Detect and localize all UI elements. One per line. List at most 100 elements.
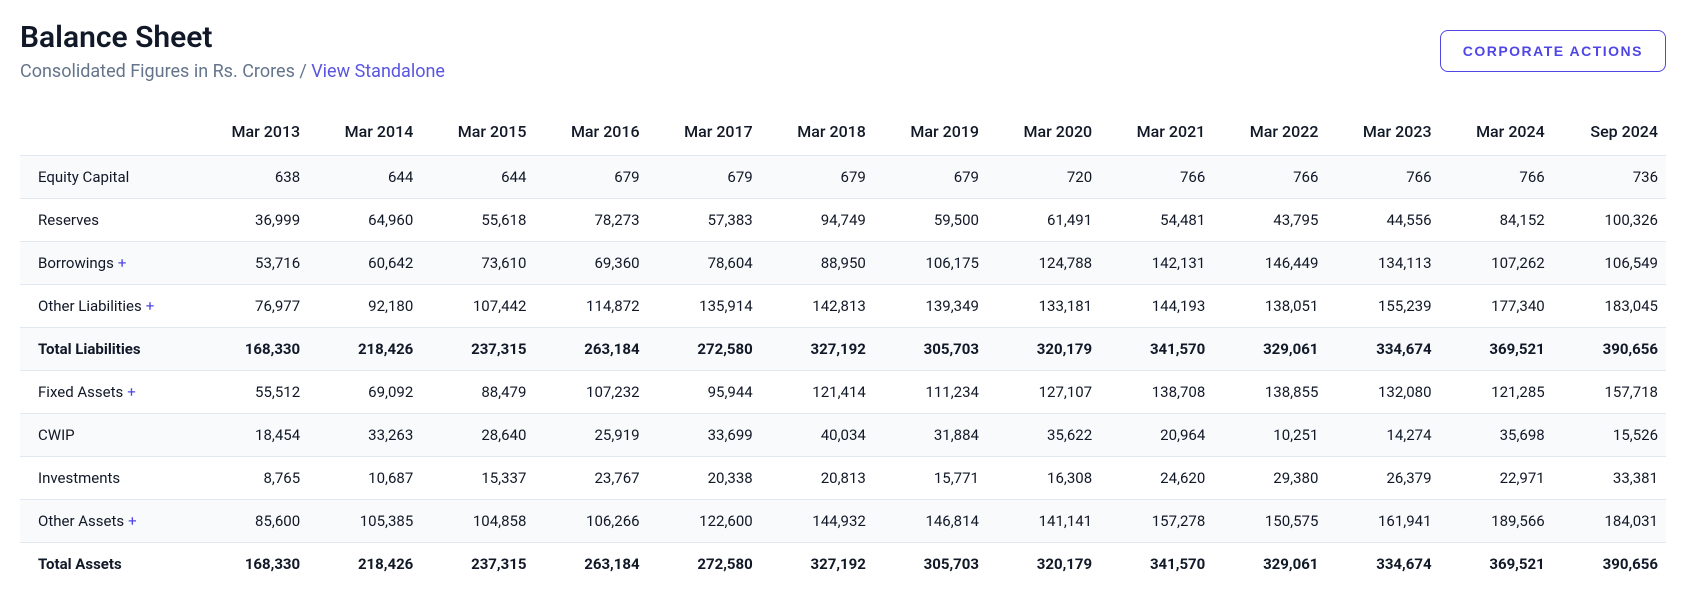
row-label-text: Reserves [38, 211, 99, 229]
row-label: Other Liabilities+ [20, 285, 195, 328]
cell-value: 127,107 [987, 371, 1100, 414]
cell-value: 85,600 [195, 500, 308, 543]
cell-value: 20,338 [648, 457, 761, 500]
cell-value: 10,687 [308, 457, 421, 500]
cell-value: 644 [308, 156, 421, 199]
cell-value: 84,152 [1440, 199, 1553, 242]
table-header-row: Mar 2013Mar 2014Mar 2015Mar 2016Mar 2017… [20, 108, 1666, 156]
cell-value: 237,315 [421, 328, 534, 371]
row-label-text: Other Assets [38, 512, 124, 530]
cell-value: 35,698 [1440, 414, 1553, 457]
cell-value: 106,266 [534, 500, 647, 543]
cell-value: 35,622 [987, 414, 1100, 457]
row-label-text: Total Assets [38, 555, 122, 573]
cell-value: 69,360 [534, 242, 647, 285]
cell-value: 107,262 [1440, 242, 1553, 285]
cell-value: 237,315 [421, 543, 534, 586]
row-label: Total Liabilities [20, 328, 195, 371]
cell-value: 100,326 [1553, 199, 1666, 242]
cell-value: 155,239 [1326, 285, 1439, 328]
cell-value: 644 [421, 156, 534, 199]
expand-icon[interactable]: + [127, 383, 136, 401]
cell-value: 60,642 [308, 242, 421, 285]
cell-value: 124,788 [987, 242, 1100, 285]
sub-prefix: Consolidated Figures in Rs. Crores / [20, 61, 311, 82]
table-row: Other Liabilities+76,97792,180107,442114… [20, 285, 1666, 328]
cell-value: 43,795 [1213, 199, 1326, 242]
cell-value: 168,330 [195, 328, 308, 371]
column-header-blank [20, 108, 195, 156]
cell-value: 15,526 [1553, 414, 1666, 457]
expand-icon[interactable]: + [118, 254, 127, 272]
cell-value: 134,113 [1326, 242, 1439, 285]
cell-value: 329,061 [1213, 328, 1326, 371]
cell-value: 33,263 [308, 414, 421, 457]
column-header: Mar 2023 [1326, 108, 1439, 156]
corporate-actions-button[interactable]: Corporate Actions [1440, 30, 1666, 72]
table-row: Equity Capital63864464467967967967972076… [20, 156, 1666, 199]
cell-value: 44,556 [1326, 199, 1439, 242]
table-row: Reserves36,99964,96055,61878,27357,38394… [20, 199, 1666, 242]
expand-icon[interactable]: + [146, 297, 155, 315]
cell-value: 107,442 [421, 285, 534, 328]
cell-value: 8,765 [195, 457, 308, 500]
cell-value: 390,656 [1553, 543, 1666, 586]
cell-value: 327,192 [761, 543, 874, 586]
cell-value: 218,426 [308, 543, 421, 586]
column-header: Mar 2015 [421, 108, 534, 156]
table-row: Fixed Assets+55,51269,09288,479107,23295… [20, 371, 1666, 414]
cell-value: 142,131 [1100, 242, 1213, 285]
subheading: Consolidated Figures in Rs. Crores / Vie… [20, 61, 445, 82]
cell-value: 144,932 [761, 500, 874, 543]
column-header: Mar 2021 [1100, 108, 1213, 156]
view-standalone-link[interactable]: View Standalone [311, 61, 445, 82]
row-label: CWIP [20, 414, 195, 457]
table-row: Borrowings+53,71660,64273,61069,36078,60… [20, 242, 1666, 285]
cell-value: 341,570 [1100, 543, 1213, 586]
row-label: Other Assets+ [20, 500, 195, 543]
expand-icon[interactable]: + [128, 512, 137, 530]
balance-sheet-table: Mar 2013Mar 2014Mar 2015Mar 2016Mar 2017… [20, 108, 1666, 585]
cell-value: 369,521 [1440, 543, 1553, 586]
row-label: Reserves [20, 199, 195, 242]
table-body: Equity Capital63864464467967967967972076… [20, 156, 1666, 586]
cell-value: 766 [1100, 156, 1213, 199]
cell-value: 679 [534, 156, 647, 199]
cell-value: 31,884 [874, 414, 987, 457]
cell-value: 15,337 [421, 457, 534, 500]
cell-value: 184,031 [1553, 500, 1666, 543]
column-header: Mar 2020 [987, 108, 1100, 156]
cell-value: 138,051 [1213, 285, 1326, 328]
cell-value: 736 [1553, 156, 1666, 199]
cell-value: 142,813 [761, 285, 874, 328]
cell-value: 390,656 [1553, 328, 1666, 371]
cell-value: 10,251 [1213, 414, 1326, 457]
row-label: Borrowings+ [20, 242, 195, 285]
cell-value: 106,549 [1553, 242, 1666, 285]
cell-value: 88,479 [421, 371, 534, 414]
column-header: Mar 2013 [195, 108, 308, 156]
cell-value: 157,718 [1553, 371, 1666, 414]
cell-value: 133,181 [987, 285, 1100, 328]
cell-value: 146,814 [874, 500, 987, 543]
cell-value: 320,179 [987, 328, 1100, 371]
cell-value: 94,749 [761, 199, 874, 242]
cell-value: 272,580 [648, 543, 761, 586]
cell-value: 88,950 [761, 242, 874, 285]
cell-value: 263,184 [534, 328, 647, 371]
column-header: Mar 2014 [308, 108, 421, 156]
page-title: Balance Sheet [20, 20, 445, 55]
cell-value: 334,674 [1326, 328, 1439, 371]
cell-value: 766 [1213, 156, 1326, 199]
cell-value: 146,449 [1213, 242, 1326, 285]
cell-value: 78,273 [534, 199, 647, 242]
table-row: Total Liabilities168,330218,426237,31526… [20, 328, 1666, 371]
row-label-text: Equity Capital [38, 168, 129, 186]
cell-value: 766 [1326, 156, 1439, 199]
cell-value: 76,977 [195, 285, 308, 328]
cell-value: 157,278 [1100, 500, 1213, 543]
cell-value: 679 [648, 156, 761, 199]
row-label: Fixed Assets+ [20, 371, 195, 414]
cell-value: 189,566 [1440, 500, 1553, 543]
row-label-text: Fixed Assets [38, 383, 123, 401]
